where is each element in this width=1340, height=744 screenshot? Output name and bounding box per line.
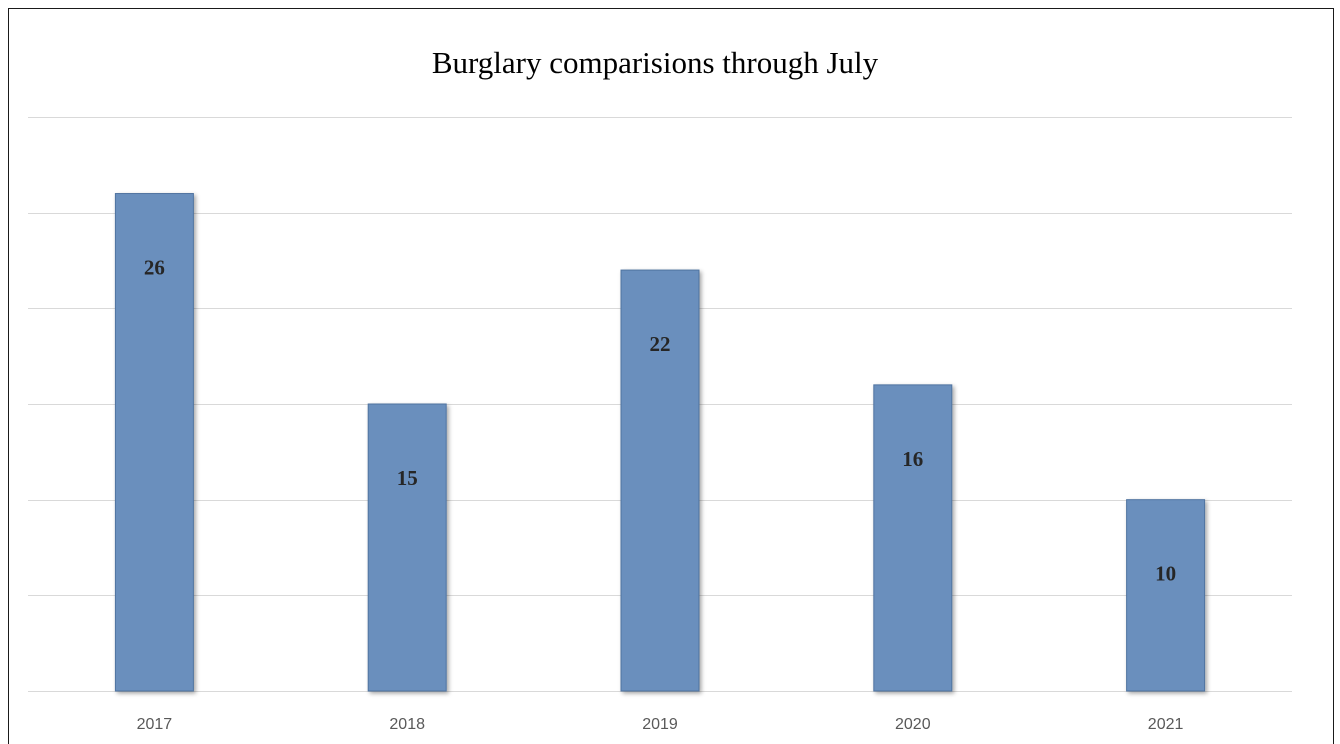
x-tick-label-2017: 2017: [137, 716, 173, 733]
data-label-2018: 15: [397, 466, 418, 490]
data-label-2021: 10: [1155, 562, 1176, 586]
data-label-2017: 26: [144, 256, 165, 280]
data-label-2020: 16: [902, 447, 923, 471]
bar-2017: [114, 193, 194, 692]
bar-2018: [367, 403, 447, 692]
x-tick-label-2021: 2021: [1148, 716, 1184, 733]
chart-title: Burglary comparisions through July: [431, 45, 879, 80]
bar-2020: [873, 384, 953, 692]
bar-2021: [1126, 499, 1206, 692]
data-label-2019: 22: [650, 332, 671, 356]
bars: [114, 193, 1206, 692]
bar-2019: [620, 269, 700, 692]
x-axis-tick-labels: 2017 2018 2019 2020 2021: [137, 716, 1184, 733]
x-tick-label-2020: 2020: [895, 716, 931, 733]
x-tick-label-2018: 2018: [389, 716, 425, 733]
x-tick-label-2019: 2019: [642, 716, 678, 733]
data-labels: 26 15 22 16 10: [144, 256, 1176, 586]
